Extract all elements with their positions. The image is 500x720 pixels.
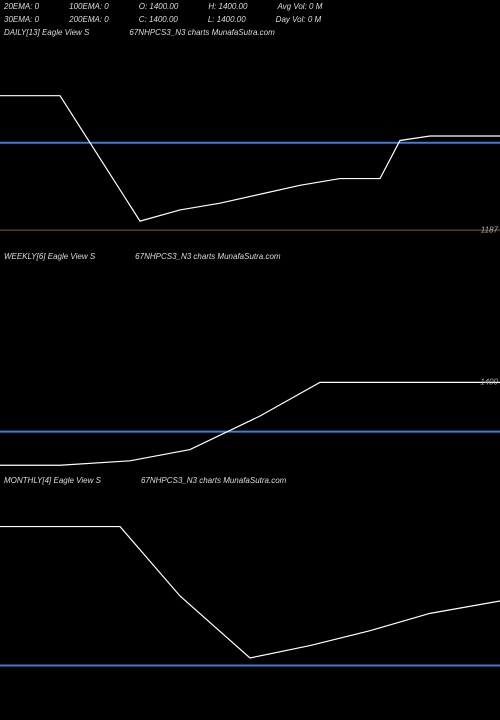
panel-title-left: MONTHLY[4] Eagle View S (4, 476, 101, 485)
chart-panel: DAILY[13] Eagle View S 67NHPCS3_N3 charts… (0, 24, 500, 248)
chart-svg (0, 24, 500, 248)
header-item: H: 1400.00 (208, 2, 247, 11)
chart-panel: WEEKLY[6] Eagle View S 67NHPCS3_N3 charts… (0, 248, 500, 472)
chart-svg (0, 248, 500, 472)
panel-title-left: WEEKLY[6] Eagle View S (4, 252, 95, 261)
header-item: L: 1400.00 (208, 15, 246, 24)
header-item: 20EMA: 0 (4, 2, 39, 11)
panel-title: MONTHLY[4] Eagle View S 67NHPCS3_N3 chart… (4, 476, 286, 485)
panel-title-right: 67NHPCS3_N3 charts MunafaSutra.com (129, 28, 274, 37)
panel-title-right: 67NHPCS3_N3 charts MunafaSutra.com (135, 252, 280, 261)
chart-svg (0, 472, 500, 720)
header-item: 200EMA: 0 (69, 15, 109, 24)
panel-title: WEEKLY[6] Eagle View S 67NHPCS3_N3 charts… (4, 252, 281, 261)
price-label: 1400 (480, 378, 498, 387)
header-item: Day Vol: 0 M (276, 15, 322, 24)
price-series (0, 382, 500, 465)
price-label: 1187 (481, 226, 498, 235)
panel-title-right: 67NHPCS3_N3 charts MunafaSutra.com (141, 476, 286, 485)
header-item: O: 1400.00 (139, 2, 179, 11)
header-item: C: 1400.00 (139, 15, 178, 24)
price-series (0, 527, 500, 658)
chart-panel: MONTHLY[4] Eagle View S 67NHPCS3_N3 chart… (0, 472, 500, 720)
panel-title: DAILY[13] Eagle View S 67NHPCS3_N3 charts… (4, 28, 275, 37)
header-item: 100EMA: 0 (69, 2, 109, 11)
price-series (0, 96, 500, 221)
header-item: 30EMA: 0 (4, 15, 39, 24)
header-item: Avg Vol: 0 M (277, 2, 322, 11)
header-row-1: 20EMA: 0 100EMA: 0 O: 1400.00 H: 1400.00 Avg… (0, 0, 500, 13)
panel-title-left: DAILY[13] Eagle View S (4, 28, 89, 37)
